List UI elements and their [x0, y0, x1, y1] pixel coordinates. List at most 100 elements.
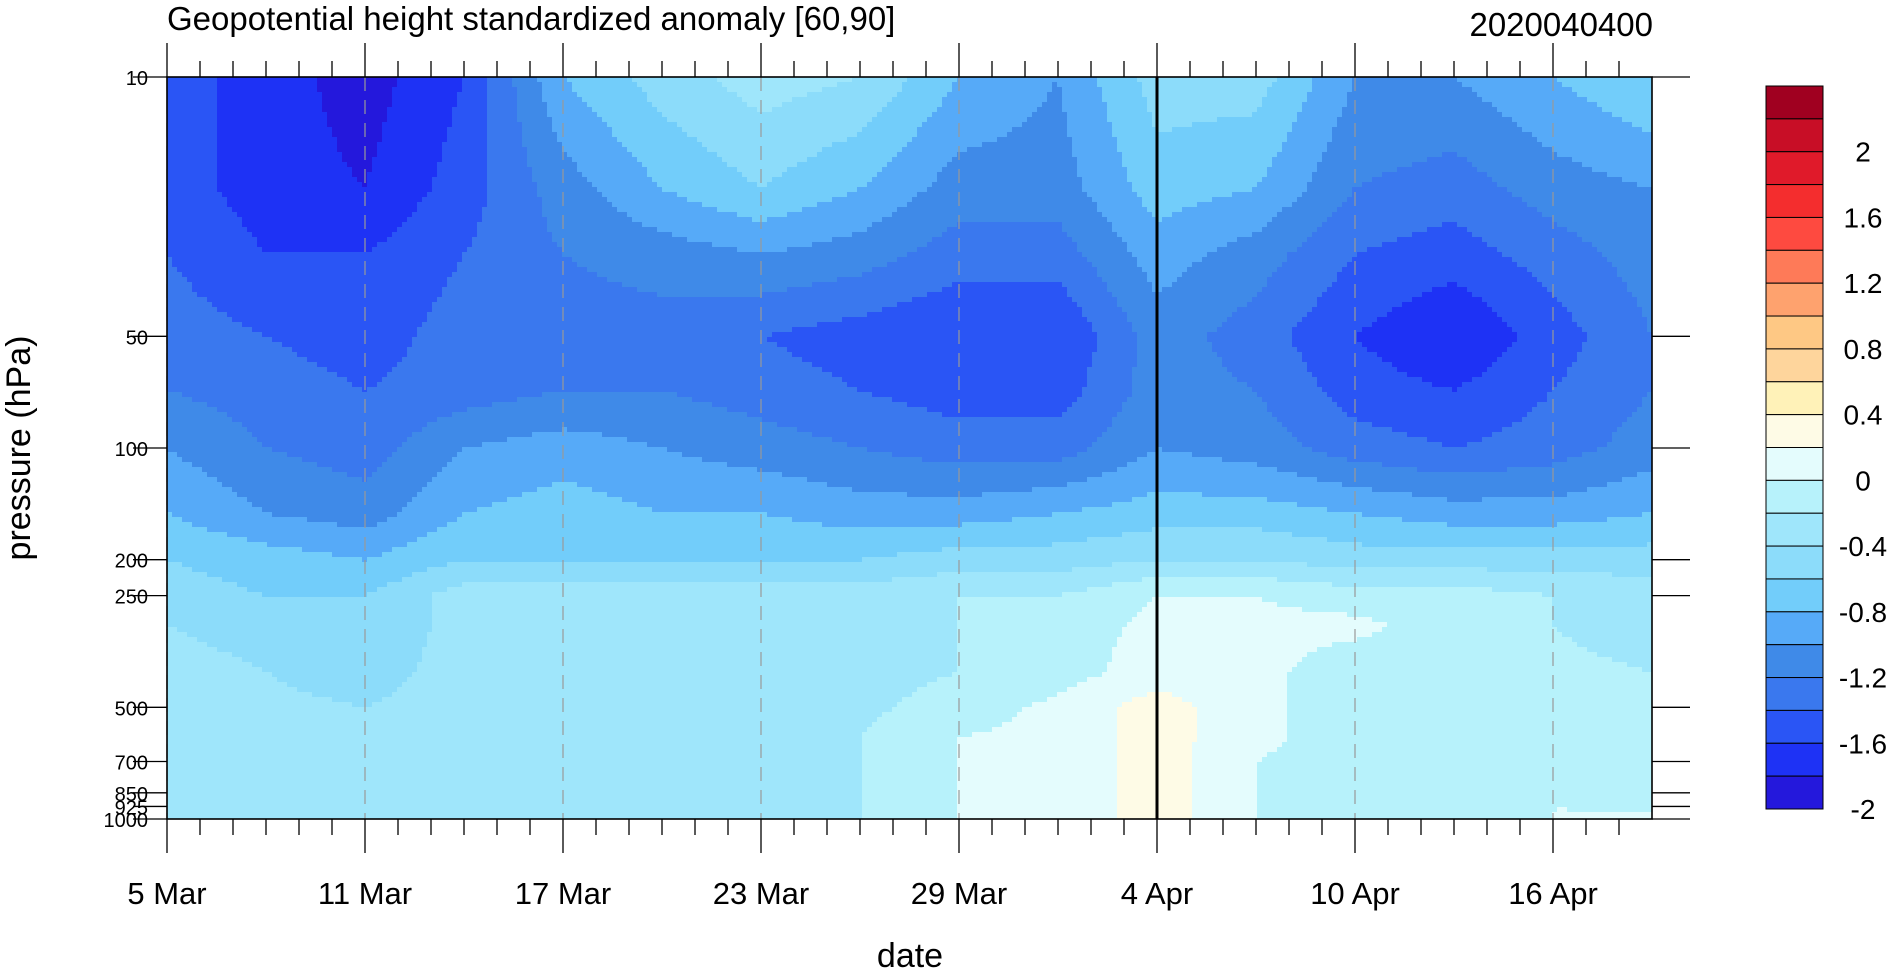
contour-cell	[362, 182, 368, 188]
contour-cell	[1562, 302, 1638, 308]
contour-cell	[217, 87, 318, 93]
contour-cell	[1122, 152, 1278, 158]
y-tick-label: 700	[115, 753, 148, 775]
contour-cell	[1542, 282, 1628, 288]
contour-cell	[872, 177, 938, 183]
contour-cell	[652, 507, 1083, 513]
contour-cell	[167, 617, 433, 623]
contour-cell	[1132, 387, 1253, 393]
contour-cell	[242, 222, 403, 228]
contour-cell	[1257, 812, 1553, 818]
contour-cell	[1312, 307, 1393, 313]
contour-cell	[522, 142, 563, 148]
colorbar-label: -2	[1851, 794, 1876, 825]
contour-cell	[1447, 497, 1483, 503]
contour-cell	[442, 147, 488, 153]
contour-cell	[897, 302, 1078, 308]
contour-cell	[1502, 427, 1618, 433]
contour-cell	[957, 657, 1113, 663]
contour-cell	[1117, 772, 1193, 778]
contour-cell	[167, 492, 238, 498]
contour-cell	[167, 102, 218, 108]
contour-cell	[862, 772, 958, 778]
contour-cell	[1117, 297, 1253, 303]
contour-cell	[487, 97, 518, 103]
contour-cell	[1117, 757, 1193, 763]
contour-cell	[847, 192, 918, 198]
contour-cell	[1412, 297, 1483, 303]
contour-cell	[1567, 372, 1652, 378]
contour-cell	[402, 682, 928, 688]
contour-cell	[1112, 127, 1158, 133]
contour-cell	[657, 182, 758, 188]
contour-cell	[807, 477, 1088, 483]
contour-cell	[1112, 227, 1263, 233]
contour-cell	[1637, 302, 1652, 308]
contour-cell	[862, 807, 958, 813]
contour-cell	[772, 107, 883, 113]
contour-cell	[167, 602, 433, 608]
contour-cell	[167, 272, 183, 278]
contour-cell	[1587, 487, 1652, 493]
y-tick-label: 100	[115, 439, 148, 461]
contour-cell	[1497, 182, 1638, 188]
contour-cell	[587, 267, 873, 273]
contour-cell	[167, 512, 173, 518]
contour-cell	[167, 442, 263, 448]
contour-cell	[1487, 567, 1652, 573]
contour-cell	[1582, 327, 1648, 333]
contour-cell	[552, 237, 688, 243]
contour-cell	[167, 817, 863, 819]
contour-cell	[1382, 627, 1558, 633]
contour-cell	[632, 152, 718, 158]
contour-cell	[717, 152, 818, 158]
colorbar-swatch	[1765, 545, 1824, 580]
contour-cell	[1332, 282, 1448, 288]
contour-cell	[862, 817, 958, 819]
contour-cell	[167, 372, 338, 378]
contour-cell	[167, 367, 328, 373]
contour-cell	[167, 357, 308, 363]
contour-cell	[757, 182, 768, 188]
contour-cell	[467, 407, 728, 413]
contour-cell	[1152, 597, 1263, 603]
contour-cell	[1357, 637, 1573, 643]
contour-cell	[862, 272, 1098, 278]
contour-cell	[217, 107, 323, 113]
contour-cell	[812, 432, 1103, 438]
x-tick-label: 16 Apr	[1508, 876, 1598, 911]
contour-cell	[1557, 627, 1652, 633]
contour-cell	[1472, 232, 1578, 238]
contour-cell	[1477, 167, 1593, 173]
contour-cell	[167, 642, 208, 648]
contour-cell	[1117, 232, 1253, 238]
contour-cell	[797, 427, 1108, 433]
contour-cell	[1417, 467, 1508, 473]
contour-cell	[402, 577, 893, 583]
contour-cell	[517, 87, 543, 93]
contour-cell	[1457, 222, 1558, 228]
contour-cell	[897, 207, 1098, 213]
colorbar-label: 1.2	[1844, 268, 1883, 299]
contour-cell	[1647, 392, 1652, 398]
contour-cell	[1257, 797, 1652, 803]
contour-cell	[432, 307, 883, 313]
contour-cell	[1102, 472, 1298, 478]
contour-cell	[1642, 512, 1652, 518]
contour-cell	[1342, 407, 1533, 413]
contour-cell	[367, 182, 433, 188]
contour-cell	[1452, 387, 1458, 393]
contour-cell	[622, 142, 703, 148]
contour-cell	[1202, 492, 1413, 498]
contour-cell	[1297, 347, 1368, 353]
contour-cell	[1112, 562, 1308, 568]
contour-cell	[167, 247, 263, 253]
contour-cell	[697, 137, 848, 143]
contour-cell	[727, 87, 823, 93]
contour-cell	[432, 182, 488, 188]
contour-cell	[1127, 622, 1388, 628]
contour-cell	[487, 122, 523, 128]
contour-cell	[227, 412, 453, 418]
contour-cell	[957, 752, 1118, 758]
contour-cell	[1297, 502, 1652, 508]
